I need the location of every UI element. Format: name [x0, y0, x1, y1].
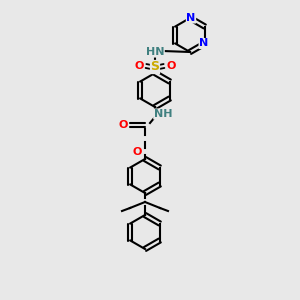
Text: HN: HN — [146, 47, 164, 57]
Text: N: N — [186, 13, 196, 23]
Text: O: O — [166, 61, 176, 71]
Text: NH: NH — [154, 109, 172, 119]
Text: O: O — [134, 61, 144, 71]
Text: S: S — [151, 61, 160, 74]
Text: O: O — [118, 120, 128, 130]
Text: N: N — [199, 38, 208, 49]
Text: O: O — [132, 147, 142, 157]
